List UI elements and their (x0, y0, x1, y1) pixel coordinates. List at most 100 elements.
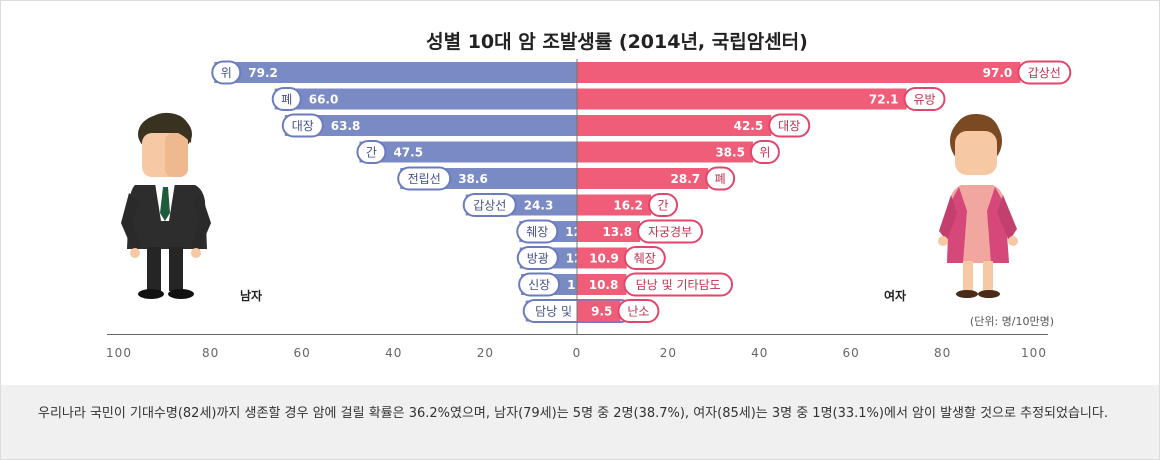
male-category-pill (518, 272, 561, 297)
female-value-label: 9.5 (591, 305, 612, 319)
x-tick-label: 60 (843, 346, 860, 360)
male-value-label: 47.5 (393, 146, 423, 160)
female-face (955, 131, 997, 175)
female-category-label: 담낭 및 기타담도 (636, 278, 721, 292)
x-tick-label: 60 (294, 346, 311, 360)
x-tick-label: 100 (1021, 346, 1047, 360)
female-right-arm (997, 195, 1017, 241)
female-category-label: 대장 (778, 119, 800, 133)
female-category-pill (749, 140, 780, 164)
female-bar (577, 88, 907, 110)
female-right-shoe (978, 290, 1000, 298)
x-tick-label: 80 (934, 346, 951, 360)
male-value-label: 24.3 (524, 199, 554, 213)
female-bar (577, 141, 753, 163)
male-left-leg (147, 247, 161, 291)
female-category-pill (705, 166, 736, 191)
male-left-shoe (138, 289, 164, 299)
x-tick-label: 80 (202, 346, 219, 360)
female-category-pill (637, 219, 704, 244)
female-category-label: 위 (759, 146, 770, 160)
female-bar (577, 300, 621, 322)
male-left-arm (121, 193, 141, 251)
female-hair-top (951, 113, 1001, 143)
female-value-label: 10.8 (589, 278, 619, 292)
female-category-label: 간 (658, 199, 669, 213)
x-tick-label: 20 (477, 346, 494, 360)
male-category-pill (516, 219, 559, 244)
male-category-label: 전립선 (408, 172, 441, 186)
male-left-hand (130, 248, 140, 258)
male-hair-top (140, 112, 192, 143)
male-value-label: 63.8 (331, 119, 361, 133)
female-category-label: 폐 (715, 172, 726, 186)
x-tick-label: 40 (385, 346, 402, 360)
male-category-pill (356, 140, 387, 164)
unit-label: (단위: 명/10만명) (970, 315, 1054, 328)
female-value-label: 10.9 (589, 252, 619, 266)
male-category-pill (516, 246, 559, 270)
female-left-hand (938, 236, 948, 246)
female-value-label: 97.0 (983, 66, 1013, 80)
female-category-pill (903, 87, 946, 111)
female-category-pill (623, 272, 734, 297)
male-category-label: 대장 (292, 119, 314, 133)
female-value-label: 72.1 (869, 93, 899, 107)
female-category-pill (1017, 60, 1072, 85)
female-value-label: 28.7 (671, 172, 701, 186)
male-bar (359, 141, 577, 163)
female-category-label: 췌장 (634, 252, 656, 266)
male-right-leg (169, 247, 183, 291)
male-category-label: 갑상선 (473, 199, 506, 213)
female-figure (938, 113, 1018, 298)
female-left-arm (939, 195, 957, 241)
female-value-label: 38.5 (715, 146, 745, 160)
male-category-label: 위 (221, 66, 232, 80)
female-right-leg (983, 261, 993, 291)
female-category-pill (768, 113, 811, 138)
female-bar (577, 115, 772, 136)
male-value-label: 66.0 (309, 93, 339, 107)
cancer-incidence-pyramid-chart: 성별 10대 암 조발생률 (2014년, 국립암센터) 위 79.2 97.0 갑상… (106, 31, 1072, 360)
female-bar (577, 194, 652, 216)
female-left-shoe (956, 290, 978, 298)
female-category-pill (623, 246, 666, 270)
x-tick-label: 100 (106, 346, 132, 360)
male-category-label: 신장 (528, 278, 550, 292)
male-right-shoe (168, 289, 194, 299)
female-category-label: 자궁경부 (648, 225, 692, 239)
female-bar (577, 274, 627, 295)
male-category-label: 폐 (281, 93, 292, 107)
x-axis: 100 80 60 40 20 0 20 40 60 80 100 (106, 59, 1048, 360)
x-tick-label: 0 (573, 346, 582, 360)
male-tie (160, 187, 170, 221)
x-tick-label: 20 (660, 346, 677, 360)
male-category-pill (462, 193, 517, 217)
male-value-label: 38.6 (458, 172, 488, 186)
chart-title: 성별 10대 암 조발생률 (2014년, 국립암센터) (426, 31, 808, 53)
female-bar (577, 221, 641, 242)
male-category-label: 간 (366, 146, 377, 160)
male-face-shade (165, 133, 188, 177)
male-bar (274, 88, 577, 110)
female-value-label: 13.8 (602, 225, 632, 239)
male-label: 남자 (240, 288, 262, 303)
footer-note: 우리나라 국민이 기대수명(82세)까지 생존할 경우 암에 걸릴 확률은 36… (1, 385, 1159, 459)
footer-text: 우리나라 국민이 기대수명(82세)까지 생존할 경우 암에 걸릴 확률은 36… (38, 406, 1108, 421)
female-left-leg (963, 261, 973, 291)
male-category-pill (397, 166, 452, 191)
female-bar (577, 247, 627, 269)
female-category-label: 갑상선 (1028, 66, 1061, 80)
male-category-label: 방광 (527, 252, 549, 266)
male-category-pill (271, 87, 302, 111)
female-category-pill (617, 299, 660, 323)
female-category-pill (648, 193, 679, 217)
male-category-pill (211, 60, 242, 85)
female-category-label: 유방 (913, 93, 935, 107)
female-bar (577, 168, 709, 189)
female-value-label: 42.5 (734, 119, 764, 133)
female-bar (577, 62, 1021, 83)
male-right-hand (191, 248, 201, 258)
male-category-label: 췌장 (526, 225, 548, 239)
male-bar (214, 62, 578, 83)
